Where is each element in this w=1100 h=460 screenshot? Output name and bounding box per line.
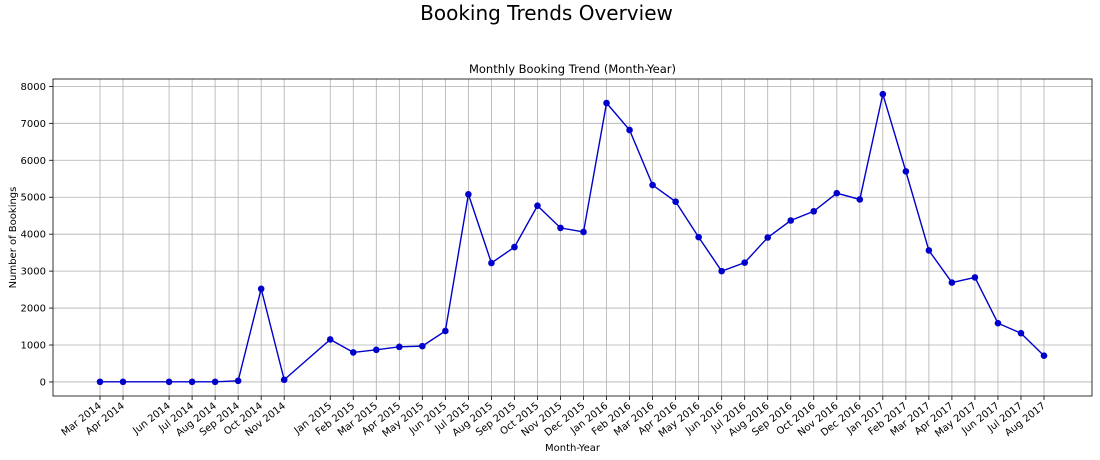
- data-point: [810, 207, 818, 215]
- y-tick-label: 6000: [21, 156, 46, 167]
- y-tick-label: 7000: [21, 119, 46, 130]
- data-point: [257, 285, 265, 293]
- y-tick-label: 5000: [21, 193, 46, 204]
- data-point: [833, 189, 841, 197]
- data-point: [764, 234, 772, 241]
- data-point: [188, 378, 196, 386]
- data-point: [419, 342, 426, 350]
- data-point: [396, 343, 403, 351]
- data-markers: [96, 90, 1048, 386]
- series-line-layer: [100, 93, 1045, 383]
- data-point: [119, 378, 127, 386]
- data-point: [1017, 329, 1025, 337]
- data-point: [211, 378, 219, 386]
- data-point: [603, 99, 610, 107]
- data-point: [741, 259, 748, 266]
- grid-lines: [53, 79, 1092, 396]
- data-point: [718, 267, 725, 275]
- data-point: [442, 327, 449, 335]
- data-point: [534, 202, 541, 210]
- data-point: [948, 279, 956, 286]
- data-point: [326, 336, 334, 343]
- data-point: [372, 346, 380, 354]
- figure-title: Booking Trends Overview: [420, 1, 673, 25]
- data-point: [856, 196, 864, 203]
- data-point: [879, 90, 887, 98]
- data-point: [96, 378, 104, 386]
- data-point: [165, 378, 173, 386]
- data-point: [971, 274, 979, 281]
- data-point: [580, 228, 587, 236]
- data-point: [787, 217, 795, 224]
- y-tick-label: 1000: [21, 341, 46, 352]
- data-point: [488, 259, 495, 267]
- data-point: [649, 181, 656, 189]
- data-point: [695, 233, 702, 241]
- data-point: [925, 247, 933, 254]
- data-point: [280, 376, 288, 384]
- x-axis-label: Month-Year: [545, 443, 601, 454]
- data-point: [465, 190, 472, 198]
- data-point: [994, 319, 1002, 327]
- y-tick-label: 2000: [21, 304, 46, 315]
- data-point: [234, 377, 242, 385]
- y-tick-label: 0: [40, 377, 46, 388]
- data-point: [626, 126, 633, 134]
- data-point: [672, 198, 679, 205]
- data-point: [349, 349, 357, 356]
- series-line: [100, 93, 1045, 383]
- y-tick-label: 4000: [21, 230, 46, 241]
- chart-title: Monthly Booking Trend (Month-Year): [469, 62, 676, 76]
- y-axis-ticks: 0 1000 2000 3000 4000 5000 6000 7000 8000: [21, 82, 53, 388]
- y-axis-label: Number of Bookings: [8, 187, 19, 289]
- data-point: [1040, 352, 1048, 360]
- data-point: [511, 243, 518, 251]
- plot-frame: [52, 78, 1093, 397]
- data-point: [902, 168, 910, 175]
- y-tick-label: 3000: [21, 267, 46, 278]
- y-tick-label: 8000: [21, 82, 46, 93]
- data-point: [557, 224, 564, 232]
